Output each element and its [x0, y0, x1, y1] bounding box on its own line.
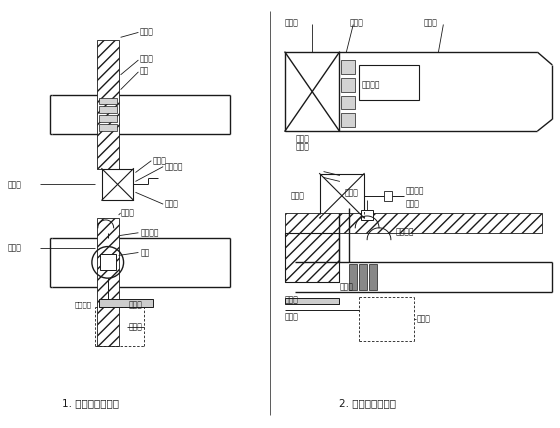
Text: 开手柄: 开手柄: [296, 134, 310, 143]
Bar: [99, 107, 116, 113]
Text: 防火墙: 防火墙: [139, 27, 153, 36]
Bar: [102, 169, 133, 200]
Bar: [369, 265, 377, 290]
Text: 驱动部分: 驱动部分: [361, 80, 380, 89]
Bar: [285, 233, 339, 282]
Bar: [359, 265, 367, 290]
Bar: [384, 191, 392, 201]
Text: 关手柄: 关手柄: [285, 295, 299, 304]
Bar: [285, 233, 339, 282]
Text: 检查口: 检查口: [152, 156, 166, 165]
Text: 排烟道: 排烟道: [423, 18, 437, 27]
Bar: [97, 218, 119, 346]
Text: 接线盒: 接线盒: [406, 199, 419, 208]
Text: 2. 排烟阀安装方法: 2. 排烟阀安装方法: [339, 398, 396, 408]
Bar: [361, 210, 373, 220]
Text: 排烟口: 排烟口: [285, 312, 299, 321]
Text: 防火墙: 防火墙: [120, 208, 134, 217]
Text: 排烟口: 排烟口: [285, 18, 299, 27]
Bar: [342, 95, 355, 110]
Bar: [99, 299, 153, 307]
Bar: [342, 60, 355, 74]
Bar: [99, 115, 116, 122]
Text: 接线盒: 接线盒: [8, 243, 22, 252]
Text: 风道: 风道: [139, 66, 148, 75]
Bar: [342, 113, 355, 127]
Bar: [285, 298, 339, 304]
Text: 1. 防火阀安装方法: 1. 防火阀安装方法: [62, 398, 119, 408]
Bar: [285, 213, 543, 233]
Text: 防火阀: 防火阀: [139, 54, 153, 63]
Text: 检查口: 检查口: [291, 191, 305, 200]
Bar: [100, 255, 116, 270]
Bar: [349, 265, 357, 290]
Text: 复位手柄: 复位手柄: [75, 301, 92, 308]
Bar: [342, 78, 355, 92]
Text: 检修口: 检修口: [128, 322, 142, 331]
Bar: [285, 52, 339, 131]
Text: 检修口: 检修口: [164, 199, 178, 208]
Bar: [99, 124, 116, 131]
Text: 金属软管: 金属软管: [396, 227, 414, 236]
Text: 开手柄: 开手柄: [339, 282, 353, 291]
Text: 金属软管: 金属软管: [141, 228, 159, 237]
Text: 接线盒: 接线盒: [344, 189, 358, 198]
Bar: [99, 98, 116, 104]
Text: 关手柄: 关手柄: [296, 143, 310, 152]
Bar: [320, 173, 364, 218]
Text: 排烟阀: 排烟阀: [349, 18, 363, 27]
Text: 金属软管: 金属软管: [164, 162, 183, 171]
Bar: [359, 65, 419, 99]
Text: 风道: 风道: [141, 248, 150, 257]
Bar: [97, 40, 119, 169]
Text: 金属软管: 金属软管: [406, 186, 424, 195]
Text: 检修口: 检修口: [417, 315, 431, 324]
Text: 检查口: 检查口: [128, 300, 142, 309]
Text: 接线盒: 接线盒: [8, 180, 22, 189]
